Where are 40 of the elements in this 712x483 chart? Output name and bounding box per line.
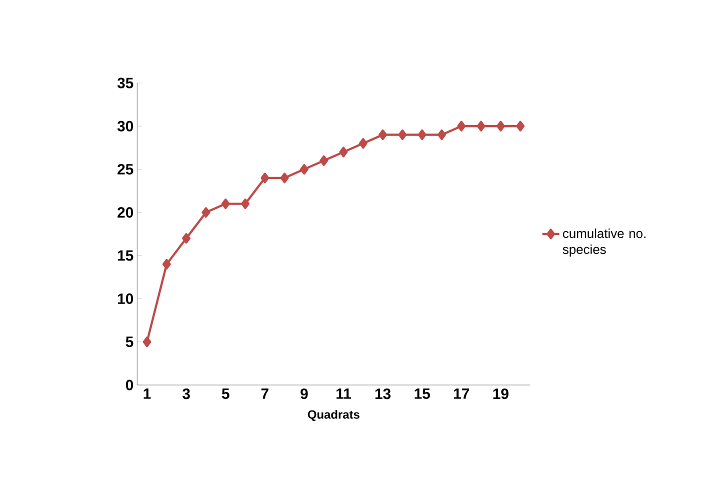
point <box>260 172 270 184</box>
x-tick-label: 1 <box>144 388 151 399</box>
x-tick-label: 3 <box>182 388 190 400</box>
x-tick-label: 11 <box>336 388 351 399</box>
x-axis-title: Quadrats <box>308 410 360 421</box>
x-tick-label: 5 <box>222 388 230 399</box>
point <box>320 155 328 166</box>
point <box>358 138 368 149</box>
y-tick-label: 35 <box>117 78 134 88</box>
point <box>516 120 525 132</box>
point <box>202 207 210 218</box>
x-tick-label: 13 <box>375 388 391 400</box>
point <box>142 336 152 348</box>
point <box>221 198 230 210</box>
point <box>438 129 446 140</box>
legend-label: cumulative no. species <box>562 228 646 257</box>
x-tick-label: 17 <box>454 388 470 399</box>
point <box>398 129 407 140</box>
x-tick-label: 7 <box>261 388 268 399</box>
y-tick-label: 10 <box>118 293 134 304</box>
y-tick-label: 5 <box>126 336 134 348</box>
point <box>280 172 289 184</box>
y-tick-label: 25 <box>118 164 134 175</box>
point <box>241 198 250 210</box>
point <box>418 129 426 140</box>
x-tick-label: 9 <box>300 388 308 400</box>
x-tick-label: 19 <box>493 388 508 400</box>
point <box>339 146 348 158</box>
point <box>162 258 171 270</box>
point <box>496 120 505 132</box>
point <box>300 164 308 175</box>
point <box>378 129 388 140</box>
point <box>457 120 466 132</box>
point <box>182 233 191 244</box>
point <box>476 120 486 132</box>
y-tick-label: 20 <box>118 207 134 218</box>
y-tick-label: 15 <box>118 250 134 261</box>
y-tick-label: 0 <box>126 380 134 390</box>
x-tick-label: 15 <box>414 388 430 399</box>
y-tick-label: 30 <box>117 120 134 132</box>
